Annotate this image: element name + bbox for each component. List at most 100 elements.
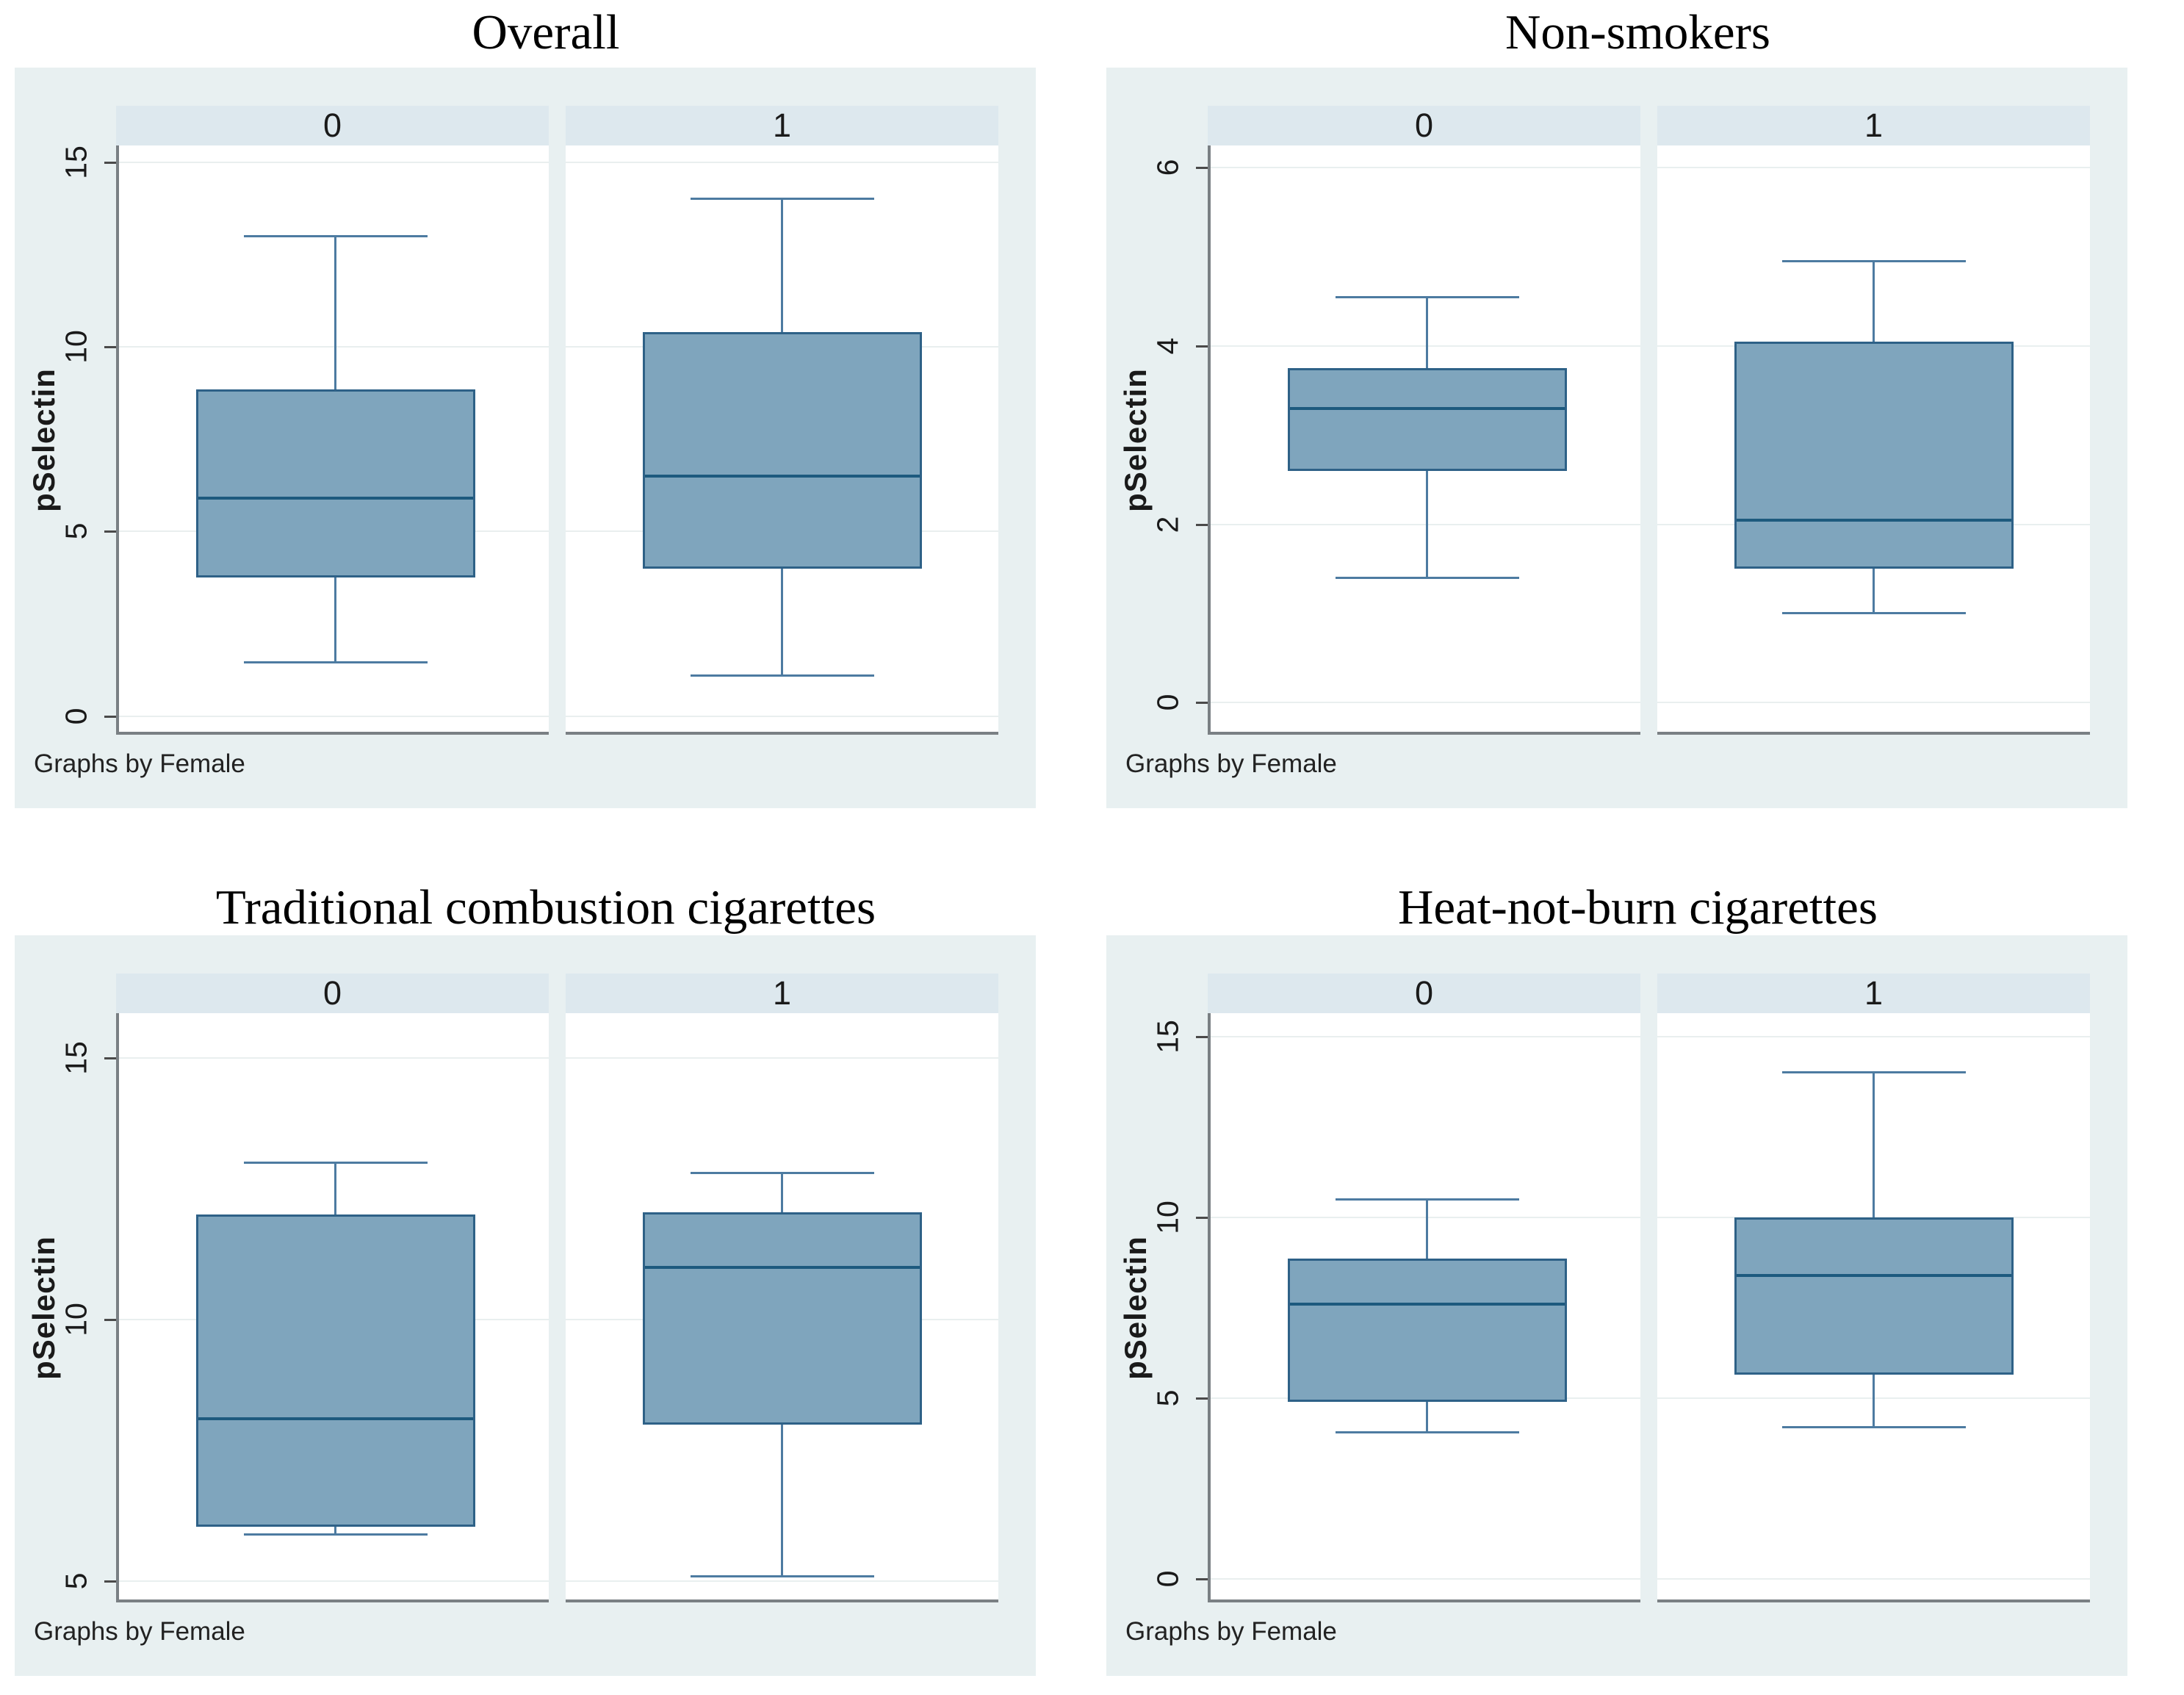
tick-label-y15: 15 [59, 145, 93, 179]
chart-heat-not-burn: Heat-not-burn cigarettes pSelectin 0 0 5 10… [1092, 847, 2184, 1695]
tick-label-y6: 6 [1150, 159, 1185, 176]
upper-whisker-cap [1335, 1198, 1519, 1201]
lower-whisker [781, 568, 783, 676]
lower-whisker [1873, 569, 1875, 613]
plot-area [566, 1013, 998, 1602]
upper-whisker [781, 1173, 783, 1212]
gridline-y15 [566, 1057, 998, 1059]
gridline-y0 [1657, 1578, 2090, 1580]
tick-label-y10: 10 [59, 1303, 93, 1336]
iqr-box [1287, 368, 1567, 471]
tick-mark-y15 [1196, 1035, 1208, 1038]
tick-mark-y6 [1196, 167, 1208, 170]
panel-area: 0 0 5 10 15 1 [15, 68, 1036, 808]
tick-mark-y5 [104, 530, 116, 533]
median-line [1736, 518, 2011, 522]
panel-area: 0 0 2 4 6 1 [1106, 68, 2127, 808]
upper-whisker-cap [690, 1171, 874, 1174]
lower-whisker-cap [1781, 612, 1966, 615]
chart-figure: pSelectin 0 0 5 10 15 1 Graphs by Female [15, 68, 1036, 808]
gridline-y4 [1211, 345, 1640, 347]
gridline-y0 [1657, 702, 2090, 704]
median-line [198, 1417, 473, 1421]
gridline-y15 [1211, 1035, 1640, 1037]
tick-mark-y5 [104, 1580, 116, 1583]
median-line [1289, 1303, 1565, 1306]
gridline-y15 [119, 161, 549, 163]
tick-label-y15: 15 [59, 1040, 93, 1075]
upper-whisker-cap [1781, 260, 1966, 263]
lower-whisker-cap [1781, 1426, 1966, 1429]
tick-mark-y4 [1196, 345, 1208, 348]
tick-label-y10: 10 [1150, 1201, 1185, 1234]
strip-header-label: 0 [1208, 106, 1640, 145]
iqr-box [1734, 1217, 2014, 1375]
tick-label-y5: 5 [59, 1573, 93, 1590]
tick-mark-y5 [1196, 1397, 1208, 1400]
upper-whisker-cap [1781, 1071, 1966, 1074]
chart-title: Heat-not-burn cigarettes [1398, 880, 1878, 935]
tick-label-y0: 0 [1150, 694, 1185, 711]
lower-whisker-cap [690, 674, 874, 677]
upper-whisker [1873, 261, 1875, 342]
chart-figure: pSelectin 0 5 10 15 1 Graphs by Female [15, 935, 1036, 1676]
upper-whisker-cap [1335, 295, 1519, 298]
subpanel-female-1: 1 [1657, 974, 2090, 1602]
iqr-box [642, 331, 922, 569]
lower-whisker [1426, 1402, 1428, 1433]
lower-whisker [334, 1526, 336, 1535]
tick-mark-y10 [104, 346, 116, 349]
tick-mark-y0 [1196, 1578, 1208, 1581]
strip-header-label: 0 [116, 974, 549, 1013]
lower-whisker-cap [1335, 1431, 1519, 1434]
gridline-y0 [566, 715, 998, 717]
lower-whisker-cap [1335, 576, 1519, 579]
iqr-box [1287, 1259, 1567, 1403]
gridline-y0 [119, 715, 549, 717]
chart-title: Overall [472, 5, 620, 60]
gridline-y5 [119, 1580, 549, 1583]
gridline-y6 [1657, 167, 2090, 169]
strip-header-label: 1 [1657, 974, 2090, 1013]
strip-header-label: 0 [116, 106, 549, 145]
gridline-y6 [1211, 167, 1640, 169]
subpanel-female-1: 1 [1657, 106, 2090, 735]
tick-label-y5: 5 [59, 523, 93, 540]
subpanel-female-0: 0 5 10 15 [60, 974, 549, 1602]
upper-whisker [334, 236, 336, 389]
gridline-y0 [1211, 1578, 1640, 1580]
gridline-y15 [1657, 1035, 2090, 1037]
subpanel-female-1: 1 [566, 106, 998, 735]
graphs-by-note: Graphs by Female [1125, 749, 1337, 778]
median-line [644, 1265, 920, 1269]
tick-mark-y10 [104, 1319, 116, 1322]
plot-area: 0 5 10 15 [60, 145, 549, 735]
lower-whisker [781, 1424, 783, 1577]
panel-area: 0 0 5 10 15 1 [1106, 935, 2127, 1676]
plot-area [1657, 145, 2090, 735]
plot-area: 0 2 4 6 [1151, 145, 1640, 735]
graphs-by-note: Graphs by Female [34, 1617, 245, 1646]
lower-whisker-cap [690, 1575, 874, 1577]
gridline-y0 [1211, 702, 1640, 704]
median-line [644, 475, 920, 478]
upper-whisker [334, 1162, 336, 1215]
tick-label-y5: 5 [1150, 1389, 1185, 1407]
subpanel-female-1: 1 [566, 974, 998, 1602]
tick-label-y0: 0 [1150, 1571, 1185, 1588]
upper-whisker [1426, 1199, 1428, 1259]
gridline-y10 [119, 346, 549, 348]
gridline-y5 [566, 1580, 998, 1583]
lower-whisker-cap [243, 661, 428, 664]
median-line [198, 497, 473, 500]
tick-mark-y15 [104, 161, 116, 164]
tick-mark-y0 [1196, 702, 1208, 705]
chart-figure: pSelectin 0 0 5 10 15 1 Graphs by Female [1106, 935, 2127, 1676]
lower-whisker [1426, 470, 1428, 578]
subpanel-female-0: 0 0 2 4 6 [1151, 106, 1640, 735]
strip-header-label: 0 [1208, 974, 1640, 1013]
graphs-by-note: Graphs by Female [34, 749, 245, 778]
